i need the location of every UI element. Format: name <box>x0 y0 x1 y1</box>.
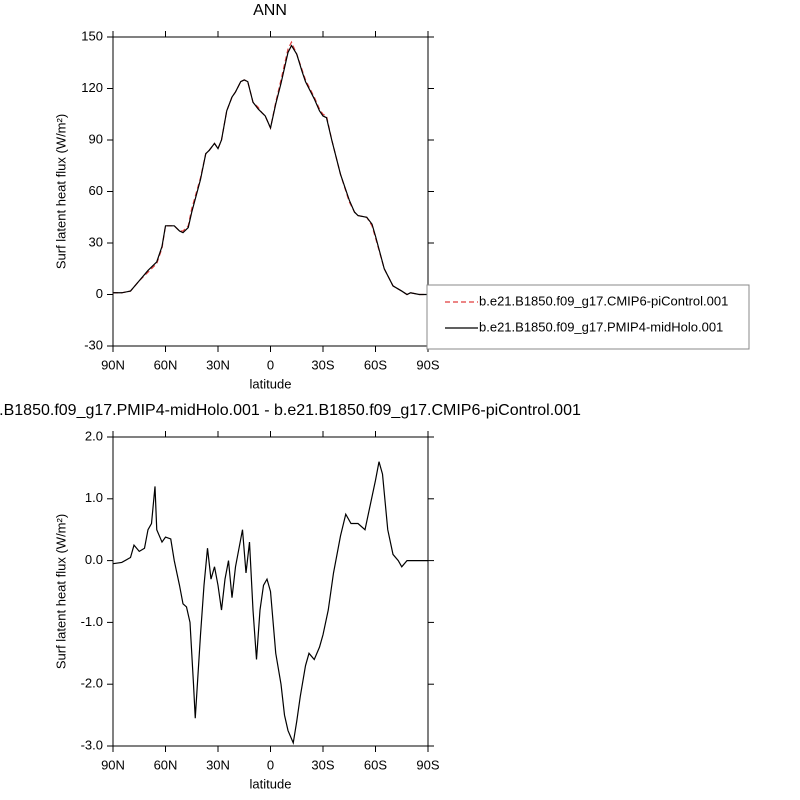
y-tick-label: 120 <box>81 80 103 95</box>
x-tick-label: 30N <box>206 757 230 772</box>
y-tick-label: 1.0 <box>85 490 103 505</box>
legend-label: b.e21.B1850.f09_g17.CMIP6-piControl.001 <box>479 293 728 308</box>
x-tick-label: 60S <box>364 757 387 772</box>
x-tick-label: 30S <box>311 757 334 772</box>
x-tick-label: 60N <box>154 357 178 372</box>
x-tick-label: 90S <box>416 357 439 372</box>
x-tick-label: 60N <box>154 757 178 772</box>
x-axis-label: latitude <box>250 376 292 391</box>
legend-box <box>426 284 750 350</box>
y-tick-label: -2.0 <box>81 676 103 691</box>
x-tick-label: 0 <box>267 357 274 372</box>
y-tick-label: 0.0 <box>85 552 103 567</box>
y-axis-label: Surf latent heat flux (W/m²) <box>53 114 68 269</box>
y-tick-label: -30 <box>84 337 103 352</box>
chart-title: ANN <box>253 2 287 19</box>
x-axis-label: latitude <box>250 776 292 791</box>
y-axis-label: Surf latent heat flux (W/m²) <box>53 514 68 669</box>
x-tick-label: 90N <box>101 357 125 372</box>
y-tick-label: -3.0 <box>81 737 103 752</box>
x-tick-label: 90N <box>101 757 125 772</box>
y-tick-label: 30 <box>89 234 103 249</box>
x-tick-label: 0 <box>267 757 274 772</box>
y-tick-label: 2.0 <box>85 428 103 443</box>
x-tick-label: 30S <box>311 357 334 372</box>
series-line <box>113 44 428 296</box>
legend-label: b.e21.B1850.f09_g17.PMIP4-midHolo.001 <box>479 319 723 334</box>
y-tick-label: 90 <box>89 131 103 146</box>
chart-title: b.e21.B1850.f09_g17.PMIP4-midHolo.001 - … <box>0 402 581 419</box>
x-tick-label: 30N <box>206 357 230 372</box>
y-tick-label: -1.0 <box>81 614 103 629</box>
series-line <box>112 461 428 746</box>
plot-frame <box>112 36 429 347</box>
y-tick-label: 150 <box>81 28 103 43</box>
x-tick-label: 60S <box>364 357 387 372</box>
x-tick-label: 90S <box>416 757 439 772</box>
y-tick-label: 0 <box>96 286 103 301</box>
y-tick-label: 60 <box>89 183 103 198</box>
